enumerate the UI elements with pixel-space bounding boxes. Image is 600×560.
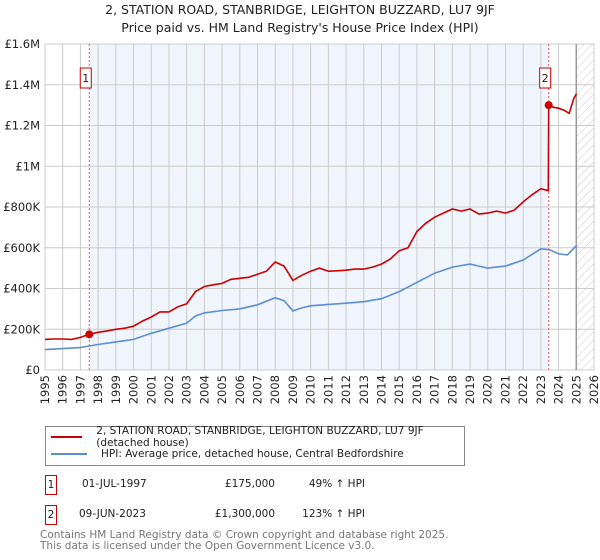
x-tick-label: 1997: [73, 375, 87, 404]
x-tick-label: 2021: [498, 375, 512, 404]
legend-label: HPI: Average price, detached house, Cent…: [101, 448, 404, 460]
x-tick-label: 2013: [357, 375, 371, 404]
x-tick-label: 2018: [445, 375, 459, 404]
x-tick-label: 1996: [56, 375, 70, 404]
y-tick-label: £1M: [15, 159, 40, 173]
series-line-property: [44, 93, 578, 341]
series-line-hpi: [44, 245, 577, 351]
x-tick-label: 2022: [516, 375, 530, 404]
sale-price: £1,300,000: [214, 508, 275, 520]
blue-line-swatch: [51, 453, 87, 455]
x-tick-label: 2024: [552, 375, 566, 404]
x-tick-label: 2026: [587, 375, 600, 404]
y-tick-label: £1.4M: [4, 78, 40, 92]
y-tick-label: £1.6M: [4, 37, 40, 51]
x-tick-label: 2002: [162, 375, 176, 404]
legend-item-hpi: HPI: Average price, detached house, Cent…: [46, 446, 404, 462]
sale-point: [544, 101, 553, 110]
y-tick-label: £1.2M: [4, 119, 40, 133]
x-tick-label: 2011: [321, 375, 335, 404]
legend: 2, STATION ROAD, STANBRIDGE, LEIGHTON BU…: [45, 425, 465, 466]
sale-badge: 1: [45, 475, 57, 495]
x-tick-label: 2019: [463, 375, 477, 404]
sale-badge: 2: [45, 505, 57, 525]
x-tick-label: 2003: [180, 375, 194, 404]
plot-border: [44, 43, 595, 371]
sale-price: £175,000: [224, 478, 275, 490]
sale-hpi: 123% ↑ HPI: [302, 508, 365, 520]
chart-subtitle: Price paid vs. HM Land Registry's House …: [121, 20, 479, 35]
sale-date: 01-JUL-1997: [82, 478, 147, 490]
x-tick-label: 2006: [233, 375, 247, 404]
footer: Contains HM Land Registry data © Crown c…: [40, 530, 448, 552]
x-tick-label: 2005: [215, 375, 229, 404]
sale-date: 09-JUN-2023: [79, 508, 146, 520]
x-tick-label: 2025: [569, 375, 583, 404]
legend-label: 2, STATION ROAD, STANBRIDGE, LEIGHTON BU…: [96, 425, 424, 449]
sale-label: 2: [542, 72, 549, 85]
x-tick-label: 2012: [339, 375, 353, 404]
x-tick-label: 2007: [251, 375, 265, 404]
red-line-swatch: [51, 436, 83, 438]
x-tick-label: 2020: [481, 375, 495, 404]
x-tick-label: 2017: [428, 375, 442, 404]
x-tick-label: 2004: [197, 375, 211, 404]
x-tick-label: 2010: [304, 375, 318, 404]
footer-copyright: Contains HM Land Registry data © Crown c…: [40, 529, 449, 541]
x-tick-label: 2000: [127, 375, 141, 404]
chart-title: 2, STATION ROAD, STANBRIDGE, LEIGHTON BU…: [105, 2, 495, 17]
y-tick-label: £600K: [3, 241, 40, 255]
y-tick-label: £400K: [3, 282, 40, 296]
sale-label-box: [79, 67, 92, 89]
sale-label: 1: [82, 72, 89, 85]
y-tick-label: £800K: [3, 200, 40, 214]
x-tick-label: 2016: [410, 375, 424, 404]
x-tick-label: 1999: [109, 375, 123, 404]
x-tick-label: 2023: [534, 375, 548, 404]
x-tick-label: 1995: [38, 375, 52, 404]
x-tick-label: 2014: [374, 375, 388, 404]
x-tick-label: 2008: [268, 375, 282, 404]
y-tick-label: £200K: [3, 322, 40, 336]
x-tick-label: 2015: [392, 375, 406, 404]
legend-item-property: 2, STATION ROAD, STANBRIDGE, LEIGHTON BU…: [46, 425, 464, 449]
x-tick-label: 2009: [286, 375, 300, 404]
sale-label-box: [539, 67, 552, 89]
sale-point: [85, 330, 94, 339]
sale-hpi: 49% ↑ HPI: [308, 478, 365, 490]
x-tick-label: 1998: [91, 375, 105, 404]
footer-licence: This data is licensed under the Open Gov…: [40, 540, 375, 552]
x-tick-label: 2001: [144, 375, 158, 404]
price-chart: 1995 1996 1997 1998 1999 2000 2001 2002 2003 2004…: [3, 37, 600, 404]
y-tick-label: £0: [25, 363, 40, 377]
